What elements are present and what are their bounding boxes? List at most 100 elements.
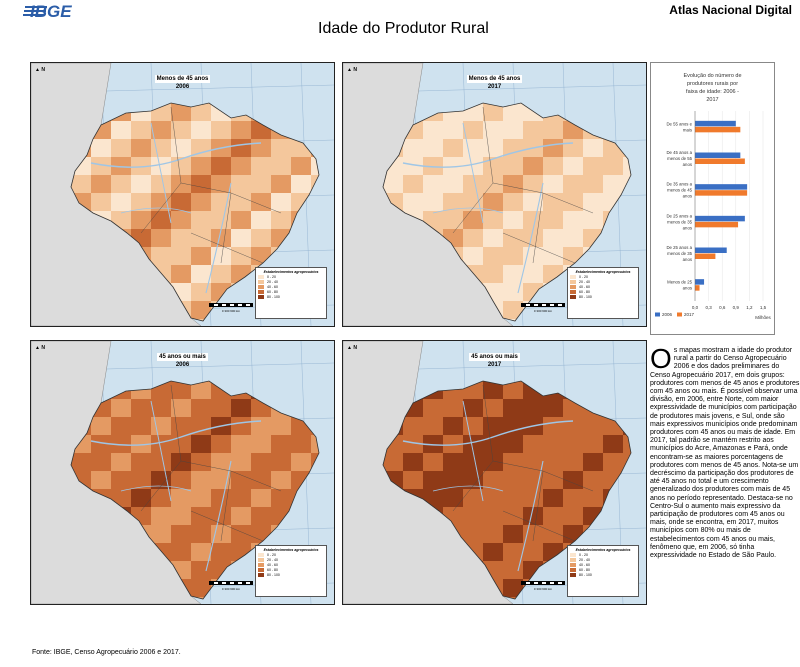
map-panel-3[interactable]: 45 anos ou mais 2017 ▲ N Estabelecimentos a… xyxy=(342,340,647,605)
legend-label: 80 - 100 xyxy=(267,294,280,299)
x-tick-label: 0,9 xyxy=(733,305,740,310)
north-arrow-icon: ▲ N xyxy=(35,345,45,351)
legend-swatch xyxy=(258,294,264,299)
map-title-line2: 2017 xyxy=(487,362,502,368)
scale-bar: 0 300 600 km xyxy=(521,579,565,593)
bar-2017-5 xyxy=(695,285,700,291)
map-panel-2[interactable]: 45 anos ou mais 2006 ▲ N Estabelecimentos a… xyxy=(30,340,335,605)
legend-row: 40 - 60 xyxy=(570,562,636,567)
source-note: Fonte: IBGE, Censo Agropecuário 2006 e 2… xyxy=(32,649,181,656)
chart-title-line: 2017 xyxy=(706,97,718,103)
bar-2017-0 xyxy=(695,126,741,133)
x-tick-label: 0,0 xyxy=(692,305,699,310)
legend-title: Estabelecimentos agropecuários xyxy=(575,270,631,274)
legend-swatch xyxy=(570,294,576,299)
map-legend-1: Estabelecimentos agropecuários 0 - 20 20 -… xyxy=(567,267,639,319)
legend-row: 0 - 20 xyxy=(570,552,636,557)
description-body: s mapas mostram a idade do produtor rura… xyxy=(650,347,800,560)
brazil-map-2 xyxy=(31,341,334,604)
legend-label: 0 - 20 xyxy=(579,274,588,279)
map-title-line2: 2017 xyxy=(487,84,502,90)
bar-2006-0 xyxy=(695,120,736,127)
category-label: mais xyxy=(683,127,692,132)
legend-swatch xyxy=(570,572,576,577)
legend-row: 60 - 80 xyxy=(570,289,636,294)
legend-label: 40 - 60 xyxy=(267,562,278,567)
category-label: menos de 35 xyxy=(667,219,692,224)
legend-swatch xyxy=(258,562,264,567)
scale-bar-graphic xyxy=(521,303,565,307)
bar-2006-4 xyxy=(695,247,727,253)
scale-bar-graphic xyxy=(209,303,253,307)
legend-title: Estabelecimentos agropecuários xyxy=(263,548,319,552)
legend-swatch xyxy=(258,274,264,279)
legend-row: 60 - 80 xyxy=(570,567,636,572)
legend-label-2006: 2006 xyxy=(662,312,673,317)
bar-2006-3 xyxy=(695,215,745,222)
legend-row: 0 - 20 xyxy=(258,552,324,557)
legend-row: 20 - 40 xyxy=(570,279,636,284)
map-panel-0[interactable]: Menos de 45 anos 2006 ▲ N Estabelecimentos … xyxy=(30,62,335,327)
category-label: Menos de 25 xyxy=(667,280,692,285)
category-label: De 25 anos a xyxy=(666,245,692,250)
map-legend-2: Estabelecimentos agropecuários 0 - 20 20 -… xyxy=(255,545,327,597)
legend-label: 40 - 60 xyxy=(579,284,590,289)
legend-label: 80 - 100 xyxy=(579,572,592,577)
legend-label: 40 - 60 xyxy=(267,284,278,289)
legend-label: 40 - 60 xyxy=(579,562,590,567)
scale-bar-graphic xyxy=(521,581,565,585)
bar-chart-panel: Evolução do número de produtores rurais p… xyxy=(650,62,775,335)
legend-swatch-2017 xyxy=(677,312,682,317)
legend-row: 0 - 20 xyxy=(570,274,636,279)
legend-swatch xyxy=(570,284,576,289)
map-title-3: 45 anos ou mais 2017 xyxy=(343,353,646,369)
legend-swatch xyxy=(258,552,264,557)
legend-title: Estabelecimentos agropecuários xyxy=(263,270,319,274)
legend-swatch xyxy=(570,552,576,557)
scale-label: 0 300 600 km xyxy=(533,309,553,313)
scale-label: 0 300 600 km xyxy=(221,587,241,591)
legend-swatch xyxy=(570,557,576,562)
legend-row: 20 - 40 xyxy=(258,279,324,284)
legend-label: 0 - 20 xyxy=(267,274,276,279)
category-label: anos xyxy=(683,225,692,230)
bar-2017-1 xyxy=(695,158,745,164)
map-title-line1: Menos de 45 anos xyxy=(466,75,523,83)
bar-2006-5 xyxy=(695,279,705,285)
page-title: Idade do Produtor Rural xyxy=(318,20,489,37)
category-label: De 25 anos a xyxy=(666,213,692,218)
legend-row: 20 - 40 xyxy=(570,557,636,562)
chart-title-line: faixa de idade: 2006 - xyxy=(686,89,739,95)
north-arrow-icon: ▲ N xyxy=(35,67,45,73)
scale-bar: 0 300 600 km xyxy=(209,579,253,593)
legend-swatch xyxy=(570,289,576,294)
legend-row: 80 - 100 xyxy=(258,572,324,577)
category-label: menos de 55 xyxy=(667,156,692,161)
bar-chart: Evolução do número de produtores rurais p… xyxy=(655,73,771,320)
map-title-line2: 2006 xyxy=(175,84,190,90)
bar-2006-1 xyxy=(695,152,741,158)
legend-label: 20 - 40 xyxy=(579,279,590,284)
legend-label: 60 - 80 xyxy=(267,289,278,294)
x-tick-label: 0,6 xyxy=(719,305,726,310)
category-label: anos xyxy=(683,194,692,199)
scale-bar: 0 300 600 km xyxy=(209,301,253,315)
map-title-line1: Menos de 45 anos xyxy=(154,75,211,83)
category-label: menos de 45 xyxy=(667,188,692,193)
legend-row: 40 - 60 xyxy=(570,284,636,289)
scale-label: 0 300 600 km xyxy=(533,587,553,591)
bar-2017-2 xyxy=(695,190,748,196)
brazil-map-3 xyxy=(343,341,646,604)
chart-title-line: produtores rurais por xyxy=(687,81,738,87)
category-label: anos xyxy=(683,162,692,167)
legend-label: 20 - 40 xyxy=(579,557,590,562)
map-panel-1[interactable]: Menos de 45 anos 2017 ▲ N Estabelecimentos … xyxy=(342,62,647,327)
legend-row: 0 - 20 xyxy=(258,274,324,279)
category-label: anos xyxy=(683,286,692,291)
map-legend-0: Estabelecimentos agropecuários 0 - 20 20 -… xyxy=(255,267,327,319)
legend-swatch xyxy=(258,572,264,577)
legend-label-2017: 2017 xyxy=(684,312,695,317)
legend-swatch xyxy=(258,567,264,572)
legend-row: 60 - 80 xyxy=(258,289,324,294)
legend-label: 60 - 80 xyxy=(579,289,590,294)
